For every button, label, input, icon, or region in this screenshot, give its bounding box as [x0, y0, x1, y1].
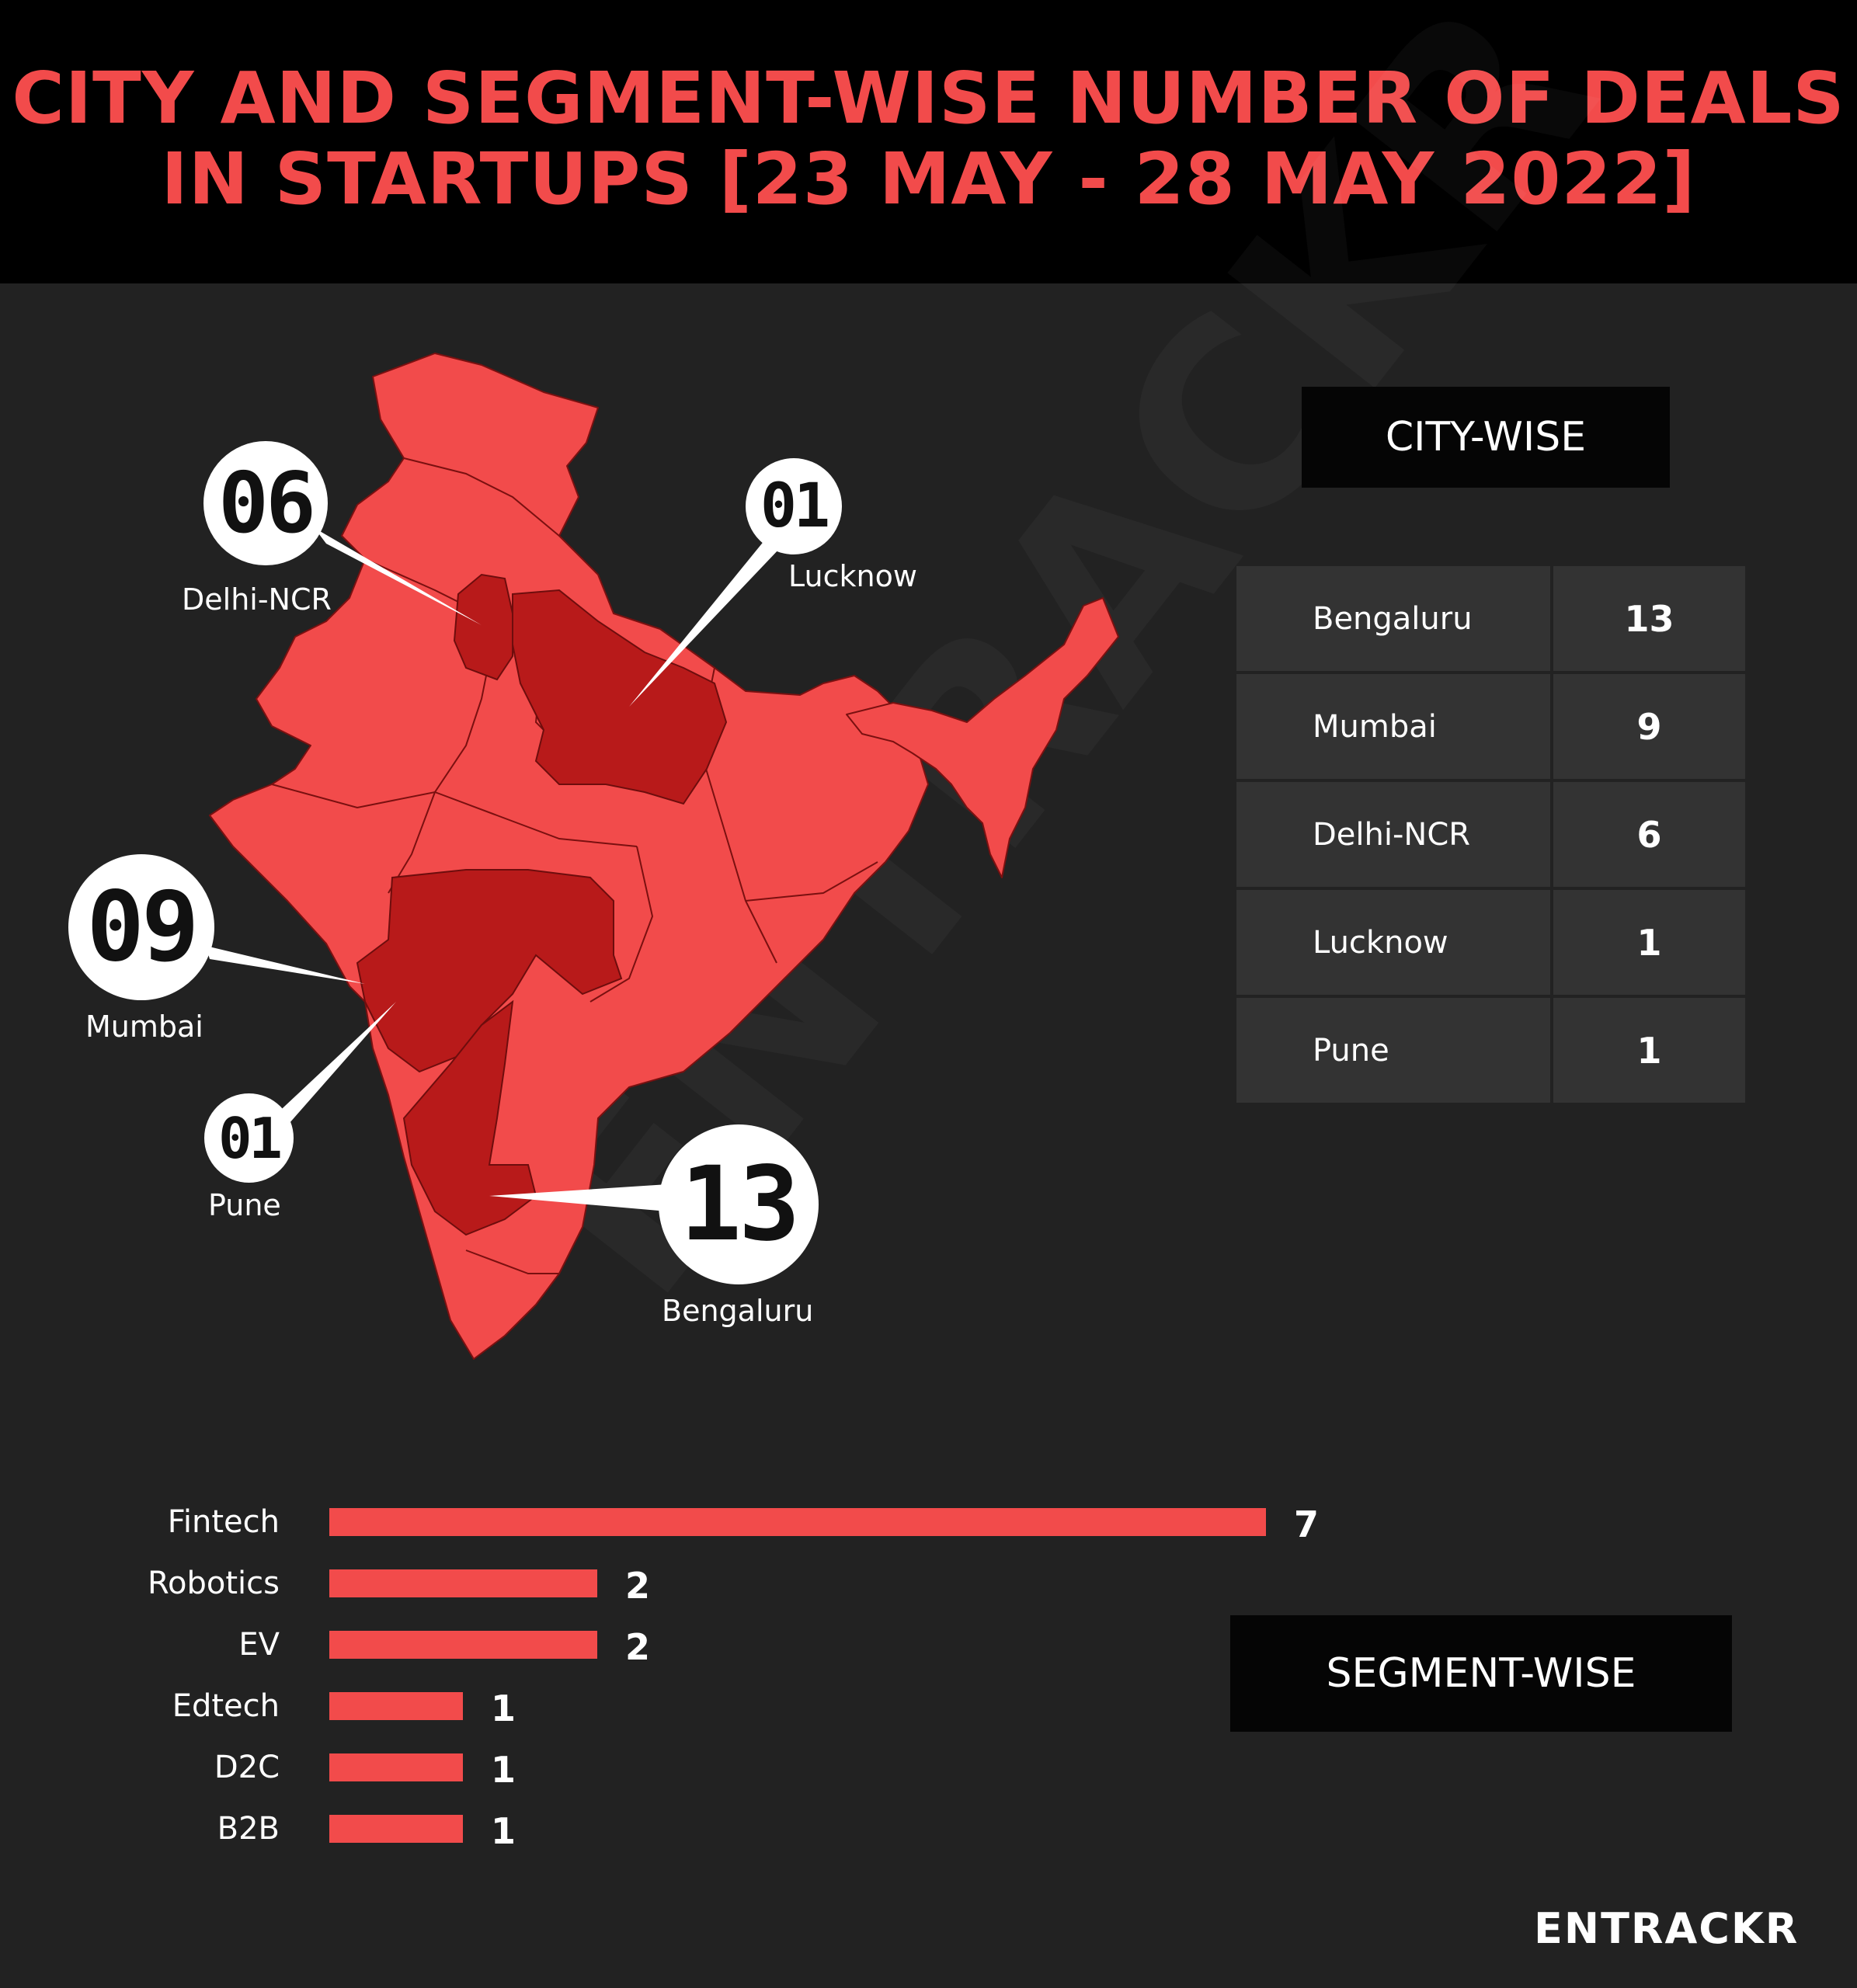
table-row: Lucknow 1	[1236, 890, 1745, 995]
segment-bar	[329, 1753, 463, 1781]
segment-bar	[329, 1569, 597, 1597]
segment-label: B2B	[217, 1811, 280, 1847]
callout-badge-mumbai: 09	[68, 854, 214, 1000]
segment-label: Robotics	[148, 1566, 280, 1601]
city-wise-table: Bengaluru 13 Mumbai 9 Delhi-NCR 6 Luckno…	[1233, 563, 1748, 1106]
callout-badge-pune: 01	[204, 1093, 294, 1183]
segment-label: EV	[238, 1627, 280, 1663]
segment-bar	[329, 1815, 463, 1843]
segment-bar	[329, 1631, 597, 1659]
city-wise-heading: CITY-WISE	[1302, 387, 1670, 488]
table-row: Bengaluru 13	[1236, 566, 1745, 671]
segment-value-label: 1	[491, 1810, 516, 1852]
segment-bar	[329, 1692, 463, 1720]
callout-label-bengaluru: Bengaluru	[662, 1294, 814, 1328]
deal-count: 9	[1553, 674, 1745, 779]
callout-badge-delhi-ncr: 06	[203, 441, 328, 565]
city-name: Bengaluru	[1236, 566, 1550, 671]
deal-count: 1	[1553, 890, 1745, 995]
callout-label-lucknow: Lucknow	[788, 559, 917, 593]
segment-value-label: 1	[491, 1687, 516, 1729]
table-row: Mumbai 9	[1236, 674, 1745, 779]
callout-label-delhi-ncr: Delhi-NCR	[182, 582, 332, 617]
india-map	[206, 353, 1119, 1360]
city-name: Mumbai	[1236, 674, 1550, 779]
city-name: Lucknow	[1236, 890, 1550, 995]
segment-wise-heading: SEGMENT-WISE	[1230, 1615, 1732, 1732]
map-base	[209, 353, 1119, 1360]
callout-label-mumbai: Mumbai	[85, 1010, 203, 1044]
callout-pointers	[206, 528, 781, 1211]
callout-badge-bengaluru: 13	[659, 1124, 819, 1284]
city-name: Pune	[1236, 998, 1550, 1103]
segment-bar	[329, 1508, 1266, 1536]
deal-count: 13	[1553, 566, 1745, 671]
segment-value-label: 7	[1294, 1503, 1320, 1545]
segment-label: D2C	[214, 1750, 280, 1785]
callout-label-pune: Pune	[208, 1188, 281, 1222]
entrackr-logo: ENTRACKR	[1534, 1904, 1800, 1953]
header-banner: CITY AND SEGMENT-WISE NUMBER OF DEALS IN…	[0, 0, 1857, 283]
segment-value-label: 1	[491, 1749, 516, 1791]
page-title: CITY AND SEGMENT-WISE NUMBER OF DEALS IN…	[0, 58, 1857, 220]
segment-value-label: 2	[625, 1565, 651, 1607]
table-row: Pune 1	[1236, 998, 1745, 1103]
deal-count: 6	[1553, 782, 1745, 887]
title-line-1: CITY AND SEGMENT-WISE NUMBER OF DEALS	[12, 57, 1845, 140]
callout-badge-lucknow: 01	[746, 458, 842, 554]
city-name: Delhi-NCR	[1236, 782, 1550, 887]
deal-count: 1	[1553, 998, 1745, 1103]
segment-value-label: 2	[625, 1626, 651, 1668]
table-row: Delhi-NCR 6	[1236, 782, 1745, 887]
segment-label: Edtech	[172, 1688, 280, 1724]
segment-label: Fintech	[167, 1504, 280, 1540]
title-line-2: IN STARTUPS [23 MAY - 28 MAY 2022]	[161, 137, 1696, 221]
highlighted-states	[356, 573, 728, 1236]
